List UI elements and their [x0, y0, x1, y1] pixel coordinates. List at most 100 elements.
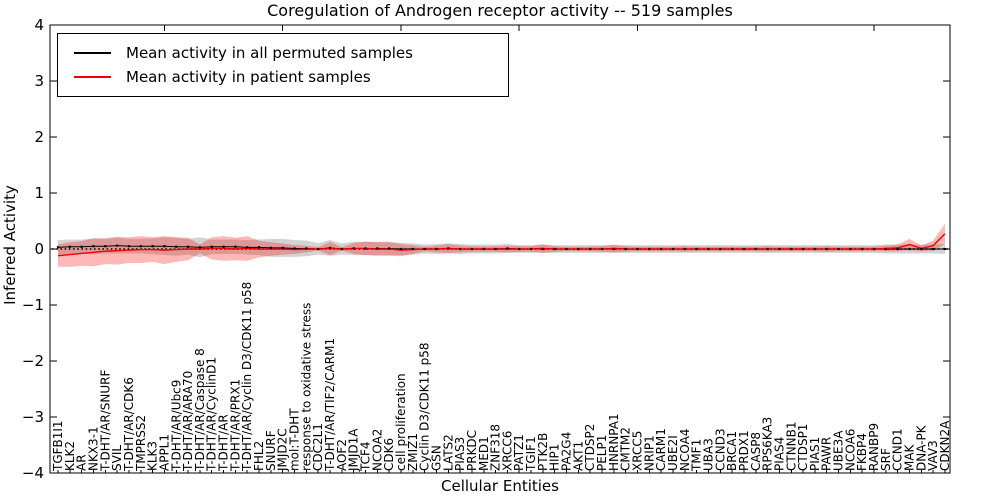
x-tick-label: TMPRSS2 — [134, 415, 148, 472]
point-marker — [399, 247, 403, 251]
point-marker — [861, 247, 864, 251]
x-tick-label: XRCC6 — [500, 431, 514, 471]
y-tick-label: 1 — [34, 184, 44, 202]
x-tick-label: NKX3-1 — [86, 426, 100, 471]
point-marker — [932, 247, 935, 251]
x-tick-label: PRDX1 — [737, 430, 751, 471]
point-marker — [731, 247, 734, 251]
point-marker — [139, 245, 142, 248]
x-tick-label: TCF4 — [358, 441, 372, 472]
point-marker — [470, 247, 474, 251]
point-marker — [234, 245, 237, 248]
point-marker — [849, 247, 852, 251]
x-tick-label: CCND1 — [891, 428, 905, 471]
legend-line-red — [74, 76, 111, 79]
x-tick-label: NCOA6 — [843, 429, 857, 471]
x-axis-label: Cellular Entities — [441, 477, 559, 495]
x-tick-label: XRCC5 — [631, 431, 645, 471]
legend-entry-permuted: Mean activity in all permuted samples — [58, 44, 508, 62]
x-tick-label: MAK — [903, 443, 917, 471]
point-marker — [801, 247, 805, 251]
point-marker — [707, 247, 710, 251]
x-tick-label: PA2G4 — [560, 432, 574, 471]
y-tick-label: −2 — [22, 352, 44, 370]
point-marker — [920, 247, 923, 251]
x-tick-label: PIAS3 — [453, 437, 467, 471]
x-tick-label: UBE3A — [832, 430, 846, 471]
x-tick-label: T-DHT/AR/Ubc9 — [169, 380, 183, 472]
point-marker — [695, 247, 698, 251]
x-tick-label: CDC2L1 — [311, 423, 325, 471]
x-tick-label: SVIL — [110, 445, 124, 471]
point-marker — [624, 247, 627, 251]
point-marker — [908, 247, 911, 251]
point-marker — [411, 247, 414, 251]
x-tick-label: BRCA1 — [725, 431, 739, 471]
point-marker — [671, 247, 675, 251]
x-tick-label: CTDSP1 — [796, 424, 810, 471]
x-tick-label: PIAS4 — [772, 437, 786, 471]
point-marker — [317, 247, 320, 251]
point-marker — [352, 247, 355, 250]
x-tick-label: FKBP4 — [855, 433, 869, 471]
point-marker — [104, 245, 107, 248]
point-marker — [92, 245, 95, 248]
x-tick-label: NCOA2 — [370, 429, 384, 471]
point-marker — [565, 247, 568, 251]
point-marker — [754, 247, 757, 251]
point-marker — [766, 247, 769, 251]
point-marker — [340, 247, 343, 251]
x-tick-label: CDKN2A — [938, 420, 952, 471]
y-tick-label: −3 — [22, 408, 44, 426]
point-marker — [293, 247, 296, 250]
x-tick-label: PTK2B — [536, 433, 550, 471]
point-marker — [246, 246, 249, 249]
point-marker — [305, 247, 308, 250]
x-tick-label: KLK3 — [146, 441, 160, 471]
x-tick-label: T-DHT/AR/Caspase 8 — [193, 348, 207, 472]
y-tick-label: −1 — [22, 296, 44, 314]
x-tick-label: CDK6 — [382, 438, 396, 471]
x-tick-label: CARM1 — [654, 428, 668, 471]
x-tick-label: T-DHT/AR/CyclinD1 — [205, 357, 219, 472]
x-tick-label: APPL1 — [157, 434, 171, 471]
x-tick-label: T-DHT/AR/TIF2/CARM1 — [323, 338, 337, 472]
legend-label: Mean activity in all permuted samples — [126, 43, 413, 62]
x-tick-label: PAWR — [820, 437, 834, 471]
x-tick-label: VAV3 — [926, 440, 940, 471]
y-tick-label: −4 — [22, 464, 44, 482]
legend: Mean activity in all permuted samples Me… — [57, 33, 509, 97]
y-tick-label: 4 — [34, 16, 44, 34]
point-marker — [553, 247, 556, 251]
point-marker — [388, 247, 391, 250]
point-marker — [482, 247, 485, 251]
point-marker — [68, 245, 71, 248]
y-tick-label: 3 — [34, 72, 44, 90]
legend-line-black — [74, 51, 111, 54]
x-tick-label: AOF2 — [335, 439, 349, 471]
point-marker — [825, 247, 828, 251]
x-tick-label: PATZ1 — [512, 434, 526, 471]
point-marker — [660, 247, 663, 251]
x-tick-label: KLK2 — [63, 441, 77, 471]
x-tick-label: SRF — [879, 448, 893, 471]
x-tick-label: CMTM2 — [619, 427, 633, 471]
x-tick-label: AKT1 — [571, 441, 585, 471]
x-tick-label: PELP1 — [595, 435, 609, 471]
x-tick-label: PIAS1 — [808, 437, 822, 471]
x-tick-label: cell proliferation — [394, 373, 408, 471]
x-tick-label: SNURF — [264, 430, 278, 471]
x-tick-label: Cyclin D3/CDK11 p58 — [418, 342, 432, 471]
point-marker — [127, 245, 131, 248]
x-tick-label: CTNNB1 — [784, 421, 798, 471]
x-tick-label: UBA3 — [701, 438, 715, 471]
point-marker — [648, 247, 651, 251]
x-tick-label: CASP8 — [749, 432, 763, 471]
x-tick-label: GSN — [429, 445, 443, 471]
x-tick-label: DNA-PK — [914, 424, 928, 471]
point-marker — [577, 247, 580, 251]
x-tick-label: T-DHT/AR/SNURF — [98, 370, 112, 473]
x-tick-label: JMJD1A — [347, 428, 361, 472]
x-tick-label: RANBP9 — [867, 423, 881, 471]
